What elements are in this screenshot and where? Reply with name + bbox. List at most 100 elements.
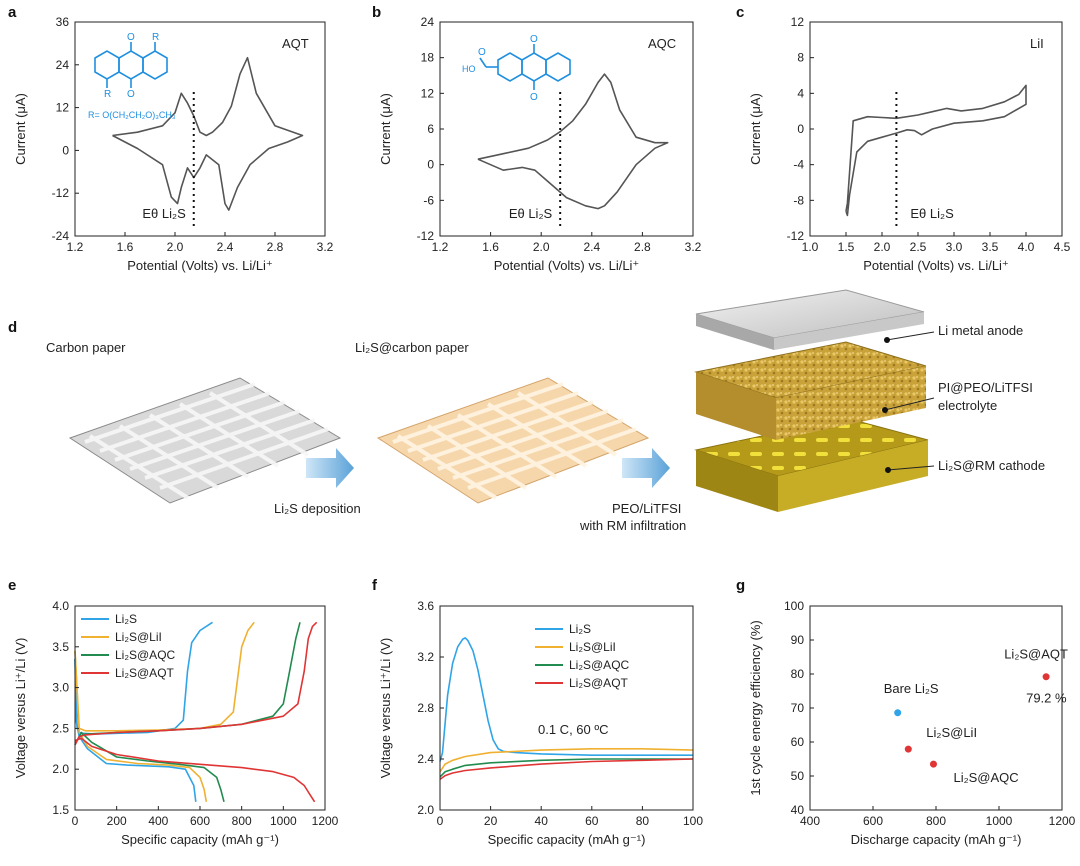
molecule-b-label-o1: O xyxy=(530,34,538,45)
label-step-deposition: Li₂S deposition xyxy=(274,501,361,516)
chart-e-ytick-label: 1.5 xyxy=(52,803,69,817)
panel-label-c: c xyxy=(736,4,744,21)
li2s-carbon-paper-base xyxy=(376,377,650,504)
chart-c-xtick-label: 2.0 xyxy=(874,240,891,254)
chart-b-ytick-label: -6 xyxy=(423,193,434,207)
molecule-a-r-formula: R= O(CH₂CH₂O)₃CH₃ xyxy=(88,110,176,120)
molecule-b-ring-right xyxy=(545,52,571,82)
chart-e-xtick-label: 200 xyxy=(107,814,127,828)
electrolyte-side xyxy=(776,366,926,440)
electrolyte-pointer-dot xyxy=(882,407,888,413)
electrolyte-layer xyxy=(694,341,927,440)
chart-e-ylabel: Voltage versus Li⁺/Li (V) xyxy=(13,638,28,779)
aqc-molecule xyxy=(479,44,571,90)
chart-b-ytick-label: 18 xyxy=(421,51,435,65)
chart-f-series-2-line-0 xyxy=(439,758,693,778)
panel-label-g: g xyxy=(736,577,745,594)
molecule-b-label-o3: O xyxy=(478,47,486,58)
chart-f-xtick-label: 80 xyxy=(636,814,650,828)
chart-c-ytick-label: 8 xyxy=(797,51,804,65)
chart-e-series-1-line-0 xyxy=(74,621,255,732)
chart-c-series xyxy=(845,84,1027,217)
chart-c-series-0-line-0 xyxy=(845,84,1027,217)
chart-a-xtick-label: 2.8 xyxy=(267,240,284,254)
chart-e-legend-item-3: Li₂S@AQT xyxy=(115,666,175,680)
panel-label-b: b xyxy=(372,4,381,21)
chart-g-xtick-label: 800 xyxy=(926,814,946,828)
chart-e-legend-item-2: Li₂S@AQC xyxy=(115,648,176,662)
chart-c-xtick-label: 3.0 xyxy=(946,240,963,254)
chart-f-series-0-line-0 xyxy=(439,637,693,762)
panel-g-efficiency: g Bare Li₂S Li₂S@LiI Li₂S@AQC Li₂S@AQT 79.2 … xyxy=(736,577,1076,847)
chart-c-ytick-label: -4 xyxy=(793,158,804,172)
chart-g-point-2 xyxy=(928,759,938,769)
chart-c-axes: 1.0 1.5 2.0 2.5 3.0 3.5 4.0 4.5 -12 -8 -4 0 4 8 12 Pote… xyxy=(748,15,1071,273)
chart-f-series-3-line-0 xyxy=(439,758,694,781)
chart-e-ytick-label: 3.5 xyxy=(52,640,69,654)
chart-e-xtick-label: 1200 xyxy=(312,814,339,828)
chart-e-xtick-label: 1000 xyxy=(270,814,297,828)
chart-g-xlabel: Discharge capacity (mAh g⁻¹) xyxy=(851,832,1022,847)
label-cathode: Li₂S@RM cathode xyxy=(938,458,1045,473)
molecule-ring-right xyxy=(142,50,168,80)
panel-label-f: f xyxy=(372,577,378,594)
chart-a-ytick-label: 12 xyxy=(56,101,70,115)
chart-e-ytick-label: 2.5 xyxy=(52,721,69,735)
chart-b-ytick-label: 0 xyxy=(427,158,434,172)
chart-c-xtick-label: 2.5 xyxy=(910,240,927,254)
chart-c-ytick-label: -12 xyxy=(787,229,805,243)
chart-g-xtick-label: 400 xyxy=(800,814,820,828)
label-step-peo: PEO/LiTFSI xyxy=(612,501,681,516)
chart-b-title: AQC xyxy=(648,36,676,51)
carbon-paper-mesh xyxy=(68,377,342,504)
molecule-b-ho: HO xyxy=(462,64,476,74)
chart-b-ylabel: Current (μA) xyxy=(378,93,393,165)
chart-a-ytick-label: 24 xyxy=(56,58,70,72)
chart-a-title: AQT xyxy=(282,36,309,51)
panel-a-cv-aqt: a AQT Eθ Li₂S O O R R R= O(CH₂CH₂O)₃CH₃ … xyxy=(8,4,334,273)
cathode-side xyxy=(778,440,928,512)
label-anode: Li metal anode xyxy=(938,323,1023,338)
chart-g-point-3 xyxy=(1041,672,1051,682)
chart-f-legend-item-2: Li₂S@AQC xyxy=(569,658,630,672)
panel-b-cv-aqc: b AQC Eθ Li₂S O O O HO 1.2 1.6 2.0 2.4 2.8 3.… xyxy=(372,4,702,273)
chart-f-ylabel: Voltage versus Li⁺/Li (V) xyxy=(378,638,393,779)
chart-f-legend-item-0: Li₂S xyxy=(569,622,591,636)
molecule-b-ring-left xyxy=(497,52,523,82)
chart-g-point-1 xyxy=(903,744,913,754)
chart-c-ytick-label: 12 xyxy=(791,15,805,29)
cathode-layer xyxy=(694,417,929,512)
molecule-a-label-r2: R xyxy=(104,89,111,100)
chart-g-points: Bare Li₂S Li₂S@LiI Li₂S@AQC Li₂S@AQT 79.2 % xyxy=(884,647,1068,785)
anode-pointer-dot xyxy=(884,337,890,343)
chart-c-xtick-label: 4.5 xyxy=(1054,240,1071,254)
chart-e-series-0-line-1 xyxy=(74,658,197,802)
aqt-molecule xyxy=(94,42,168,88)
chart-a-xtick-label: 1.6 xyxy=(117,240,134,254)
chart-e-xtick-label: 400 xyxy=(148,814,168,828)
anode-side xyxy=(774,312,924,350)
chart-c-xlabel: Potential (Volts) vs. Li/Li⁺ xyxy=(863,258,1009,273)
label-carbon-paper: Carbon paper xyxy=(46,340,126,355)
chart-g-point-label-2: Li₂S@AQC xyxy=(953,770,1018,785)
chart-b-xtick-label: 1.2 xyxy=(432,240,449,254)
chart-g-point-value-3: 79.2 % xyxy=(1026,691,1067,706)
chart-c-title: LiI xyxy=(1030,36,1044,51)
chart-a-xlabel: Potential (Volts) vs. Li/Li⁺ xyxy=(127,258,273,273)
chart-g-ytick-label: 40 xyxy=(791,803,805,817)
chart-f-ytick-label: 2.4 xyxy=(417,752,434,766)
chart-a-xtick-label: 2.0 xyxy=(167,240,184,254)
chart-g-ytick-label: 100 xyxy=(784,599,804,613)
panel-e-voltage-profile: e Li₂S Li₂S@LiI Li₂S@AQC Li₂S@AQT 0 200 400 60… xyxy=(8,577,339,847)
chart-g-point-label-1: Li₂S@LiI xyxy=(926,725,977,740)
chart-e-series-2-line-1 xyxy=(74,731,225,803)
molecule-ring-left xyxy=(94,50,120,80)
chart-g-ylabel: 1st cycle energy efficiency (%) xyxy=(748,620,763,795)
chart-e-series xyxy=(74,621,318,803)
chart-b-series-0-line-0 xyxy=(477,73,669,210)
carbon-paper-base xyxy=(68,377,342,504)
molecule-a-label-o2: O xyxy=(127,89,135,100)
chart-a-xtick-label: 2.4 xyxy=(217,240,234,254)
chart-c-ytick-label: 4 xyxy=(797,86,804,100)
